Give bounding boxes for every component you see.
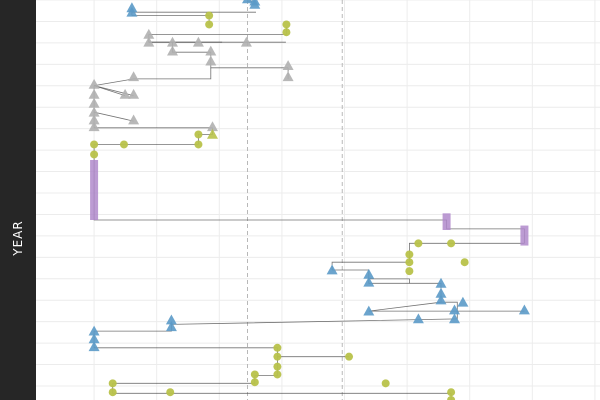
circle-point — [405, 267, 414, 276]
triangle-point — [412, 313, 424, 324]
circle-point — [460, 258, 469, 267]
triangle-point — [128, 71, 140, 82]
triangle-point — [518, 304, 530, 315]
point-layer — [88, 0, 530, 400]
circle-point — [414, 239, 423, 248]
triangle-point — [205, 55, 217, 66]
circle-point — [405, 250, 414, 259]
triangle-point — [363, 305, 375, 316]
connector-path — [331, 261, 410, 270]
triangle-point — [165, 321, 177, 332]
triangle-point — [207, 121, 218, 132]
triangle-point — [88, 333, 100, 344]
circle-point — [166, 388, 175, 397]
circle-point — [205, 20, 214, 29]
circle-point — [447, 396, 456, 400]
triangle-point — [326, 264, 338, 275]
circle-point — [381, 379, 390, 388]
triangle-point — [457, 296, 469, 307]
triangle-point — [126, 6, 138, 17]
circle-point — [273, 343, 282, 352]
connector-path — [93, 143, 199, 155]
triangle-point — [205, 45, 217, 56]
triangle-point — [207, 128, 218, 139]
triangle-point — [88, 114, 100, 125]
circle-point — [405, 258, 414, 267]
reference-lines — [247, 0, 343, 400]
triangle-point — [249, 0, 261, 9]
triangle-point — [240, 36, 252, 47]
connector-path — [368, 301, 525, 312]
connector-layer — [93, 0, 525, 400]
circle-point — [273, 352, 282, 361]
grid-layer — [36, 0, 600, 400]
y-axis-label: YEAR — [11, 220, 25, 256]
circle-point — [250, 370, 259, 379]
circle-point — [90, 150, 99, 159]
circle-point — [282, 20, 291, 29]
triangle-point — [128, 114, 140, 125]
triangle-point — [435, 294, 447, 305]
triangle-point — [143, 28, 155, 39]
range-bar — [90, 160, 99, 220]
triangle-point — [119, 88, 131, 99]
triangle-point — [88, 341, 100, 352]
triangle-point — [167, 36, 178, 47]
connector-path — [93, 173, 525, 244]
circle-point — [273, 370, 282, 379]
triangle-point — [449, 313, 460, 324]
triangle-point — [167, 45, 178, 56]
circle-point — [282, 28, 291, 37]
triangle-point — [88, 97, 100, 108]
triangle-point — [435, 277, 447, 288]
connector-path — [131, 15, 210, 26]
connector-path — [450, 393, 452, 400]
circle-point — [108, 388, 117, 397]
triangle-point — [363, 268, 375, 279]
triangle-point — [88, 106, 100, 117]
connector-path — [133, 67, 212, 80]
triangle-point — [282, 71, 294, 82]
triangle-point — [143, 36, 155, 47]
triangle-point — [88, 78, 100, 89]
triangle-point — [435, 287, 447, 298]
circle-point — [194, 130, 203, 139]
circle-point — [194, 140, 203, 149]
triangle-point — [282, 60, 294, 70]
circle-point — [250, 378, 259, 387]
triangle-point — [128, 88, 140, 99]
connector-path — [148, 34, 286, 43]
range-bar — [442, 213, 451, 230]
connector-path — [148, 26, 287, 35]
triangle-point — [88, 121, 100, 132]
circle-point — [119, 140, 128, 149]
connector-path — [131, 8, 256, 13]
circle-point — [205, 11, 214, 20]
connector-path — [172, 42, 212, 62]
y-axis-label-strip: YEAR — [0, 0, 36, 400]
circle-point — [90, 140, 99, 149]
plot-area — [36, 0, 600, 400]
triangle-point — [88, 325, 100, 336]
circle-point — [447, 239, 456, 248]
range-bar-layer — [90, 160, 529, 246]
connector-path — [94, 78, 134, 86]
circle-point — [447, 388, 456, 397]
connector-path — [93, 112, 213, 129]
circle-point — [273, 362, 282, 371]
connector-path — [94, 347, 349, 358]
triangle-point — [242, 0, 253, 4]
connector-path — [94, 324, 172, 332]
triangle-point — [363, 276, 375, 287]
triangle-point — [88, 88, 100, 99]
triangle-point — [192, 36, 204, 47]
connector-path — [368, 278, 442, 303]
range-bar — [520, 225, 529, 246]
circle-point — [345, 352, 354, 361]
triangle-point — [449, 304, 460, 315]
circle-point — [108, 379, 117, 388]
triangle-point — [165, 314, 177, 325]
